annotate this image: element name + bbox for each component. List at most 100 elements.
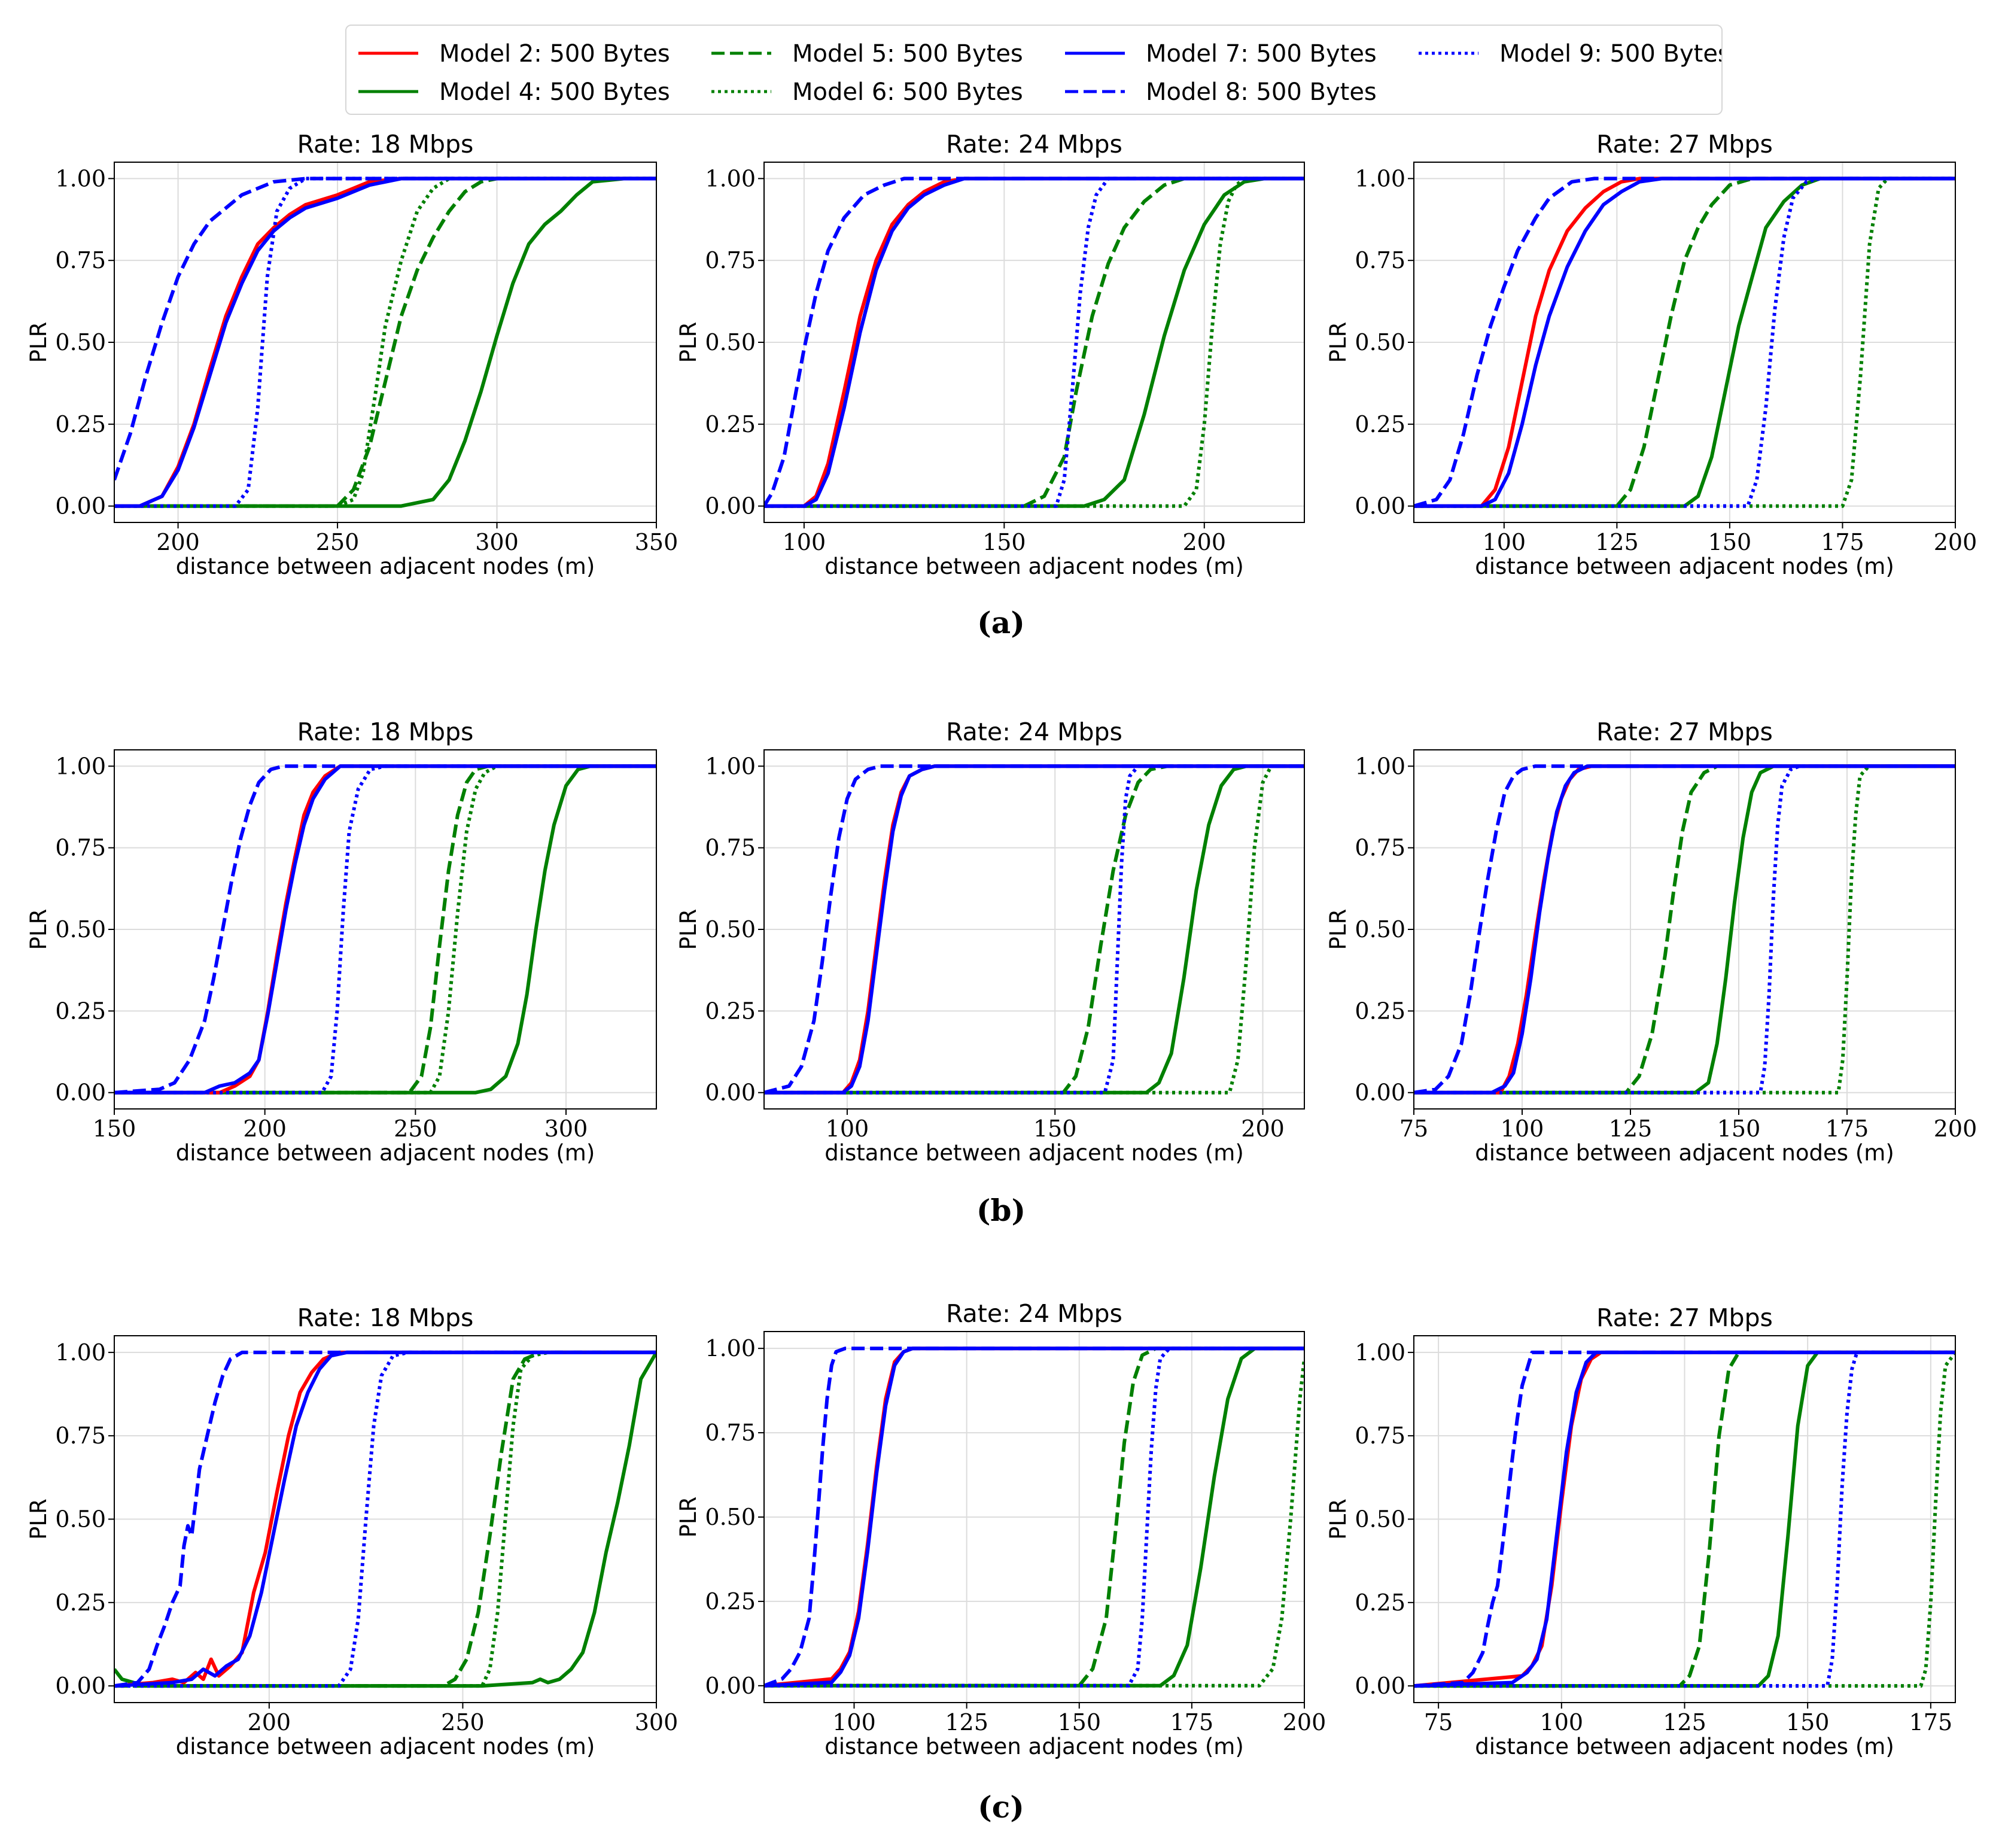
plot-frame [1413, 749, 1956, 1110]
chart-1-0: 0.00 0.25 0.50 0.75 1.00 150 200 250 300 Rate: 18… [26, 718, 657, 1166]
x-tick-label: 100 [783, 529, 826, 555]
y-axis-label: PLR [26, 909, 51, 950]
x-axis-label: distance between adjacent nodes (m) [824, 1140, 1244, 1166]
x-axis-label: distance between adjacent nodes (m) [176, 1140, 595, 1166]
series-model-6 [114, 764, 656, 1095]
x-tick-label: 300 [475, 529, 519, 555]
series-model-8 [114, 764, 656, 1095]
y-axis-label: PLR [1325, 1499, 1351, 1540]
series-model-4 [764, 764, 1304, 1095]
y-tick-label: 1.00 [1355, 165, 1405, 192]
series-model-8 [114, 1350, 656, 1688]
series-model-7 [1414, 1350, 1955, 1688]
series-model-5 [764, 1347, 1304, 1688]
y-tick-label: 0.75 [1355, 835, 1405, 861]
y-tick-label: 0.50 [705, 329, 756, 355]
series-model-4 [114, 177, 656, 508]
series-model-7 [114, 1350, 656, 1688]
series-model-6 [1414, 1351, 1955, 1688]
chart-2-0: 0.00 0.25 0.50 0.75 1.00 200 250 300 Rate: 18 Mb… [26, 1303, 678, 1759]
x-tick-label: 250 [316, 529, 360, 555]
y-tick-label: 0.00 [705, 1673, 756, 1699]
x-tick-label: 150 [93, 1116, 136, 1142]
series-model-8 [764, 1347, 1304, 1688]
y-tick-label: 0.00 [55, 1673, 106, 1699]
plot-frame [114, 162, 657, 523]
x-tick-label: 100 [1540, 1709, 1584, 1735]
y-tick-label: 0.25 [1355, 411, 1405, 437]
x-tick-label: 200 [1934, 1116, 1977, 1142]
y-tick-label: 0.75 [705, 1420, 756, 1446]
x-tick-label: 150 [1057, 1709, 1101, 1735]
series-model-7 [764, 764, 1304, 1095]
series-model-5 [114, 1350, 656, 1688]
y-tick-label: 1.00 [55, 165, 106, 192]
x-tick-label: 300 [544, 1116, 588, 1142]
y-tick-label: 0.75 [705, 835, 756, 861]
x-tick-label: 75 [1424, 1709, 1453, 1735]
series-model-6 [1414, 177, 1955, 508]
series-model-4 [764, 177, 1304, 508]
x-axis-label: distance between adjacent nodes (m) [176, 1734, 595, 1759]
chart-title: Rate: 18 Mbps [297, 130, 474, 159]
chart-0-2: 0.00 0.25 0.50 0.75 1.00 100 125 150 175 200 Rate:… [1325, 130, 1977, 579]
series-model-6 [764, 177, 1304, 508]
series-model-5 [114, 177, 656, 508]
x-tick-label: 200 [1183, 529, 1227, 555]
x-tick-label: 200 [1283, 1709, 1326, 1735]
y-tick-label: 0.50 [1355, 916, 1405, 943]
chart-1-1: 0.00 0.25 0.50 0.75 1.00 100 150 200 Rate: 24 Mb… [676, 718, 1305, 1166]
series-model-9 [1414, 1350, 1955, 1688]
series-model-4 [114, 764, 656, 1095]
y-tick-label: 0.00 [1355, 493, 1405, 519]
panel-caption: (b) [976, 1193, 1026, 1228]
y-tick-label: 1.00 [1355, 753, 1405, 779]
y-tick-label: 0.25 [705, 411, 756, 437]
chart-title: Rate: 24 Mbps [946, 130, 1122, 159]
series-model-9 [764, 177, 1304, 508]
y-axis-label: PLR [26, 1499, 51, 1540]
x-tick-label: 250 [394, 1116, 437, 1142]
legend-label-1: Model 2: 500 Bytes [439, 40, 670, 68]
y-tick-label: 1.00 [705, 1335, 756, 1361]
plot-frame [114, 749, 657, 1110]
chart-2-1: 0.00 0.25 0.50 0.75 1.00 100 125 150 175 200 Rate:… [676, 1299, 1326, 1759]
series-model-7 [1414, 764, 1955, 1095]
chart-0-1: 0.00 0.25 0.50 0.75 1.00 100 150 200 Rate: 24 Mb… [676, 130, 1305, 579]
y-tick-label: 0.25 [705, 998, 756, 1024]
x-axis-label: distance between adjacent nodes (m) [824, 554, 1244, 579]
chart-0-0: 0.00 0.25 0.50 0.75 1.00 200 250 300 350 Rate: 18… [26, 130, 678, 579]
y-tick-label: 0.00 [705, 1080, 756, 1106]
y-tick-label: 0.50 [705, 916, 756, 943]
y-tick-label: 0.50 [1355, 329, 1405, 355]
x-tick-label: 150 [1708, 529, 1752, 555]
y-tick-label: 0.00 [1355, 1673, 1405, 1699]
y-tick-label: 0.50 [55, 916, 106, 943]
series-model-5 [1414, 764, 1955, 1095]
y-tick-label: 0.25 [55, 1589, 106, 1616]
x-tick-label: 150 [982, 529, 1026, 555]
x-tick-label: 100 [1501, 1116, 1544, 1142]
legend-label-3: Model 5: 500 Bytes [792, 40, 1023, 68]
x-tick-label: 200 [248, 1709, 291, 1735]
series-model-7 [114, 177, 656, 508]
x-tick-label: 250 [441, 1709, 485, 1735]
y-tick-label: 0.50 [55, 329, 106, 355]
series-model-6 [1414, 764, 1955, 1095]
chart-title: Rate: 27 Mbps [1596, 1303, 1773, 1332]
y-tick-label: 1.00 [55, 1339, 106, 1366]
y-tick-label: 0.50 [55, 1506, 106, 1533]
legend-label-2: Model 4: 500 Bytes [439, 78, 670, 106]
chart-title: Rate: 27 Mbps [1596, 130, 1773, 159]
y-tick-label: 0.75 [1355, 247, 1405, 273]
y-tick-label: 0.00 [55, 1080, 106, 1106]
series-model-5 [1414, 1350, 1955, 1688]
y-tick-label: 1.00 [55, 753, 106, 779]
x-axis-label: distance between adjacent nodes (m) [1475, 1734, 1894, 1759]
series-model-9 [764, 1347, 1304, 1688]
series-model-4 [1414, 764, 1955, 1095]
plot-frame [763, 162, 1305, 523]
x-axis-label: distance between adjacent nodes (m) [1475, 1140, 1894, 1166]
x-tick-label: 125 [1609, 1116, 1653, 1142]
